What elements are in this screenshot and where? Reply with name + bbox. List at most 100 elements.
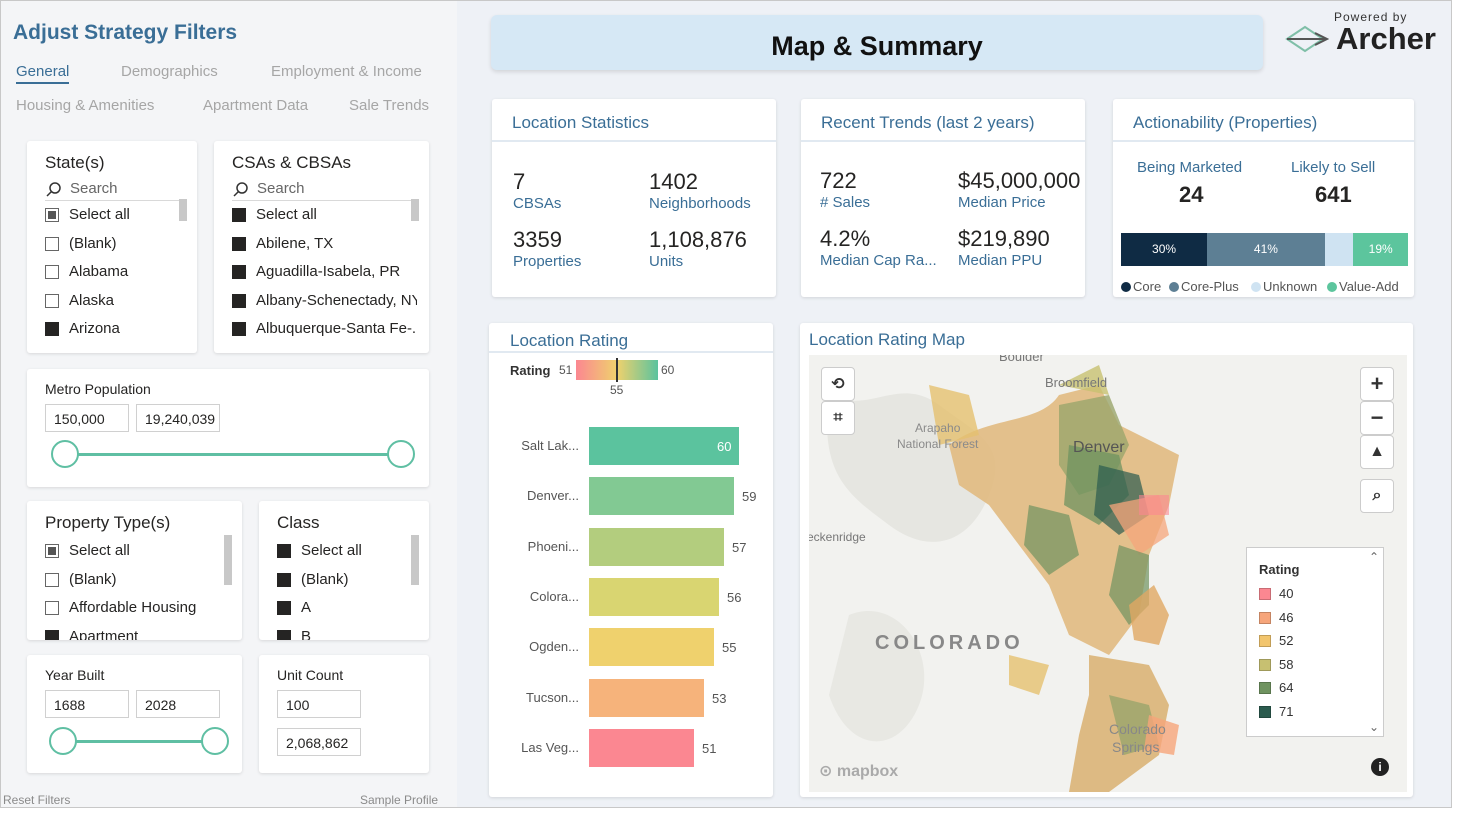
rating-bar[interactable] — [589, 527, 724, 566]
list-item[interactable]: Affordable Housing — [45, 596, 230, 625]
states-list: Select all (Blank) Alabama Alaska Arizon… — [45, 203, 185, 353]
checkbox[interactable] — [232, 265, 246, 279]
checkbox[interactable] — [45, 208, 59, 222]
rating-bar[interactable] — [589, 628, 714, 667]
checkbox[interactable] — [45, 265, 59, 279]
segment-unknown[interactable] — [1324, 233, 1354, 266]
checkbox[interactable] — [45, 322, 59, 336]
reset-filters-link[interactable]: Reset Filters — [3, 793, 71, 807]
card-title: Location Statistics — [512, 113, 650, 132]
checkbox[interactable] — [45, 572, 59, 587]
segment-core-plus[interactable]: 41% — [1207, 233, 1325, 266]
zoom-out-button[interactable]: − — [1360, 401, 1394, 435]
map-label: eckenridge — [809, 530, 866, 544]
slider-min-handle[interactable] — [49, 727, 77, 755]
tab-employment-income[interactable]: Employment & Income — [271, 63, 422, 80]
scrollbar[interactable] — [224, 535, 232, 585]
list-item[interactable]: A — [277, 596, 417, 625]
checkbox[interactable] — [232, 322, 246, 336]
checkbox[interactable] — [232, 208, 246, 222]
scrollbar[interactable] — [179, 199, 187, 221]
rating-scale-mid: 55 — [610, 383, 624, 397]
tab-housing-amenities[interactable]: Housing & Amenities — [16, 97, 155, 114]
list-item[interactable]: (Blank) — [277, 568, 417, 597]
sales-value: 722 — [820, 168, 857, 193]
map-label: Broomfield — [1045, 375, 1108, 390]
tab-sale-trends[interactable]: Sale Trends — [349, 97, 430, 114]
compass-button[interactable]: ▲ — [1360, 435, 1394, 469]
slider-max-handle[interactable] — [201, 727, 229, 755]
list-item[interactable]: Alaska — [45, 289, 185, 318]
list-item[interactable]: Arizona — [45, 317, 185, 346]
list-item[interactable]: Select all — [277, 539, 417, 568]
slider-min-handle[interactable] — [51, 440, 79, 468]
list-item[interactable]: (Blank) — [45, 232, 185, 261]
list-item[interactable]: B — [277, 625, 417, 640]
metro-population-max-input[interactable]: 19,240,039 — [136, 404, 220, 432]
class-title: Class — [277, 513, 320, 532]
list-item[interactable]: (Blank) — [45, 568, 230, 597]
checkbox[interactable] — [45, 601, 59, 615]
list-item[interactable]: Abilene, TX — [232, 232, 417, 261]
bar-category-label: Colora... — [529, 588, 579, 604]
scrollbar[interactable] — [411, 535, 419, 585]
scrollbar[interactable] — [411, 199, 419, 221]
list-item[interactable]: Select all — [45, 539, 230, 568]
list-item[interactable]: Select all — [45, 203, 185, 232]
unit-count-max-input[interactable]: 2,068,862 — [277, 728, 361, 756]
checkbox[interactable] — [45, 293, 59, 308]
csas-search[interactable]: Search — [232, 179, 417, 201]
year-built-min-input[interactable]: 1688 — [45, 690, 129, 718]
rating-bar[interactable] — [589, 728, 694, 767]
checkbox[interactable] — [232, 236, 246, 251]
checkbox[interactable] — [277, 601, 291, 615]
chevron-down-icon[interactable]: ⌄ — [1368, 720, 1379, 734]
checkbox[interactable] — [277, 544, 291, 558]
chevron-up-icon[interactable]: ⌃ — [1368, 550, 1379, 564]
metro-population-min-input[interactable]: 150,000 — [45, 404, 129, 432]
checkbox[interactable] — [45, 236, 59, 251]
segment-value-add[interactable]: 19% — [1353, 233, 1408, 266]
legend-value: 71 — [1279, 703, 1294, 719]
rating-bar[interactable] — [589, 577, 719, 616]
states-search[interactable]: Search — [45, 179, 185, 201]
checkbox[interactable] — [277, 572, 291, 587]
segment-core[interactable]: 30% — [1121, 233, 1208, 266]
list-item[interactable]: Albany-Schenectady, NY — [232, 289, 417, 318]
list-item[interactable]: Apartment — [45, 625, 230, 640]
bar-category-label: Tucson... — [526, 689, 579, 705]
lasso-select-button[interactable]: ⟲ — [821, 367, 855, 401]
mapbox-attribution: ⊙ mapbox — [819, 763, 899, 780]
checkbox[interactable] — [45, 629, 59, 640]
location-statistics-card: Location Statistics 7 CBSAs 1402 Neighbo… — [492, 99, 776, 297]
rating-bar[interactable] — [589, 477, 734, 516]
list-item[interactable]: Alabama — [45, 260, 185, 289]
list-item[interactable]: Albuquerque-Santa Fe-... — [232, 317, 417, 346]
rect-select-button[interactable]: ⌗ — [821, 401, 855, 435]
slider-max-handle[interactable] — [387, 440, 415, 468]
tab-general[interactable]: General — [16, 63, 70, 84]
bar-value-label: 56 — [727, 589, 742, 605]
legend-label: Unknown — [1263, 279, 1318, 294]
list-item[interactable]: Select all — [232, 203, 417, 232]
divider — [1113, 140, 1414, 142]
sample-profile-link[interactable]: Sample Profile — [360, 793, 439, 807]
checkbox[interactable] — [232, 293, 246, 308]
checkbox[interactable] — [45, 544, 59, 558]
list-item[interactable]: Aguadilla-Isabela, PR — [232, 260, 417, 289]
zoom-in-button[interactable]: + — [1360, 367, 1394, 401]
info-icon[interactable]: i — [1371, 758, 1389, 776]
tab-demographics[interactable]: Demographics — [121, 63, 218, 80]
legend-dot — [1251, 282, 1261, 292]
tab-apartment-data[interactable]: Apartment Data — [203, 97, 309, 114]
unit-count-min-input[interactable]: 100 — [277, 690, 361, 718]
zoom-to-fit-button[interactable]: ⌕ — [1360, 479, 1394, 513]
checkbox[interactable] — [277, 629, 291, 640]
legend-value: 46 — [1279, 609, 1294, 625]
page-title: Map & Summary — [491, 15, 1263, 70]
map-label: Boulder — [999, 355, 1044, 364]
year-built-max-input[interactable]: 2028 — [136, 690, 220, 718]
rating-bar[interactable] — [589, 678, 704, 717]
rating-bar[interactable] — [589, 427, 739, 465]
brand-name: Archer — [1336, 21, 1436, 56]
